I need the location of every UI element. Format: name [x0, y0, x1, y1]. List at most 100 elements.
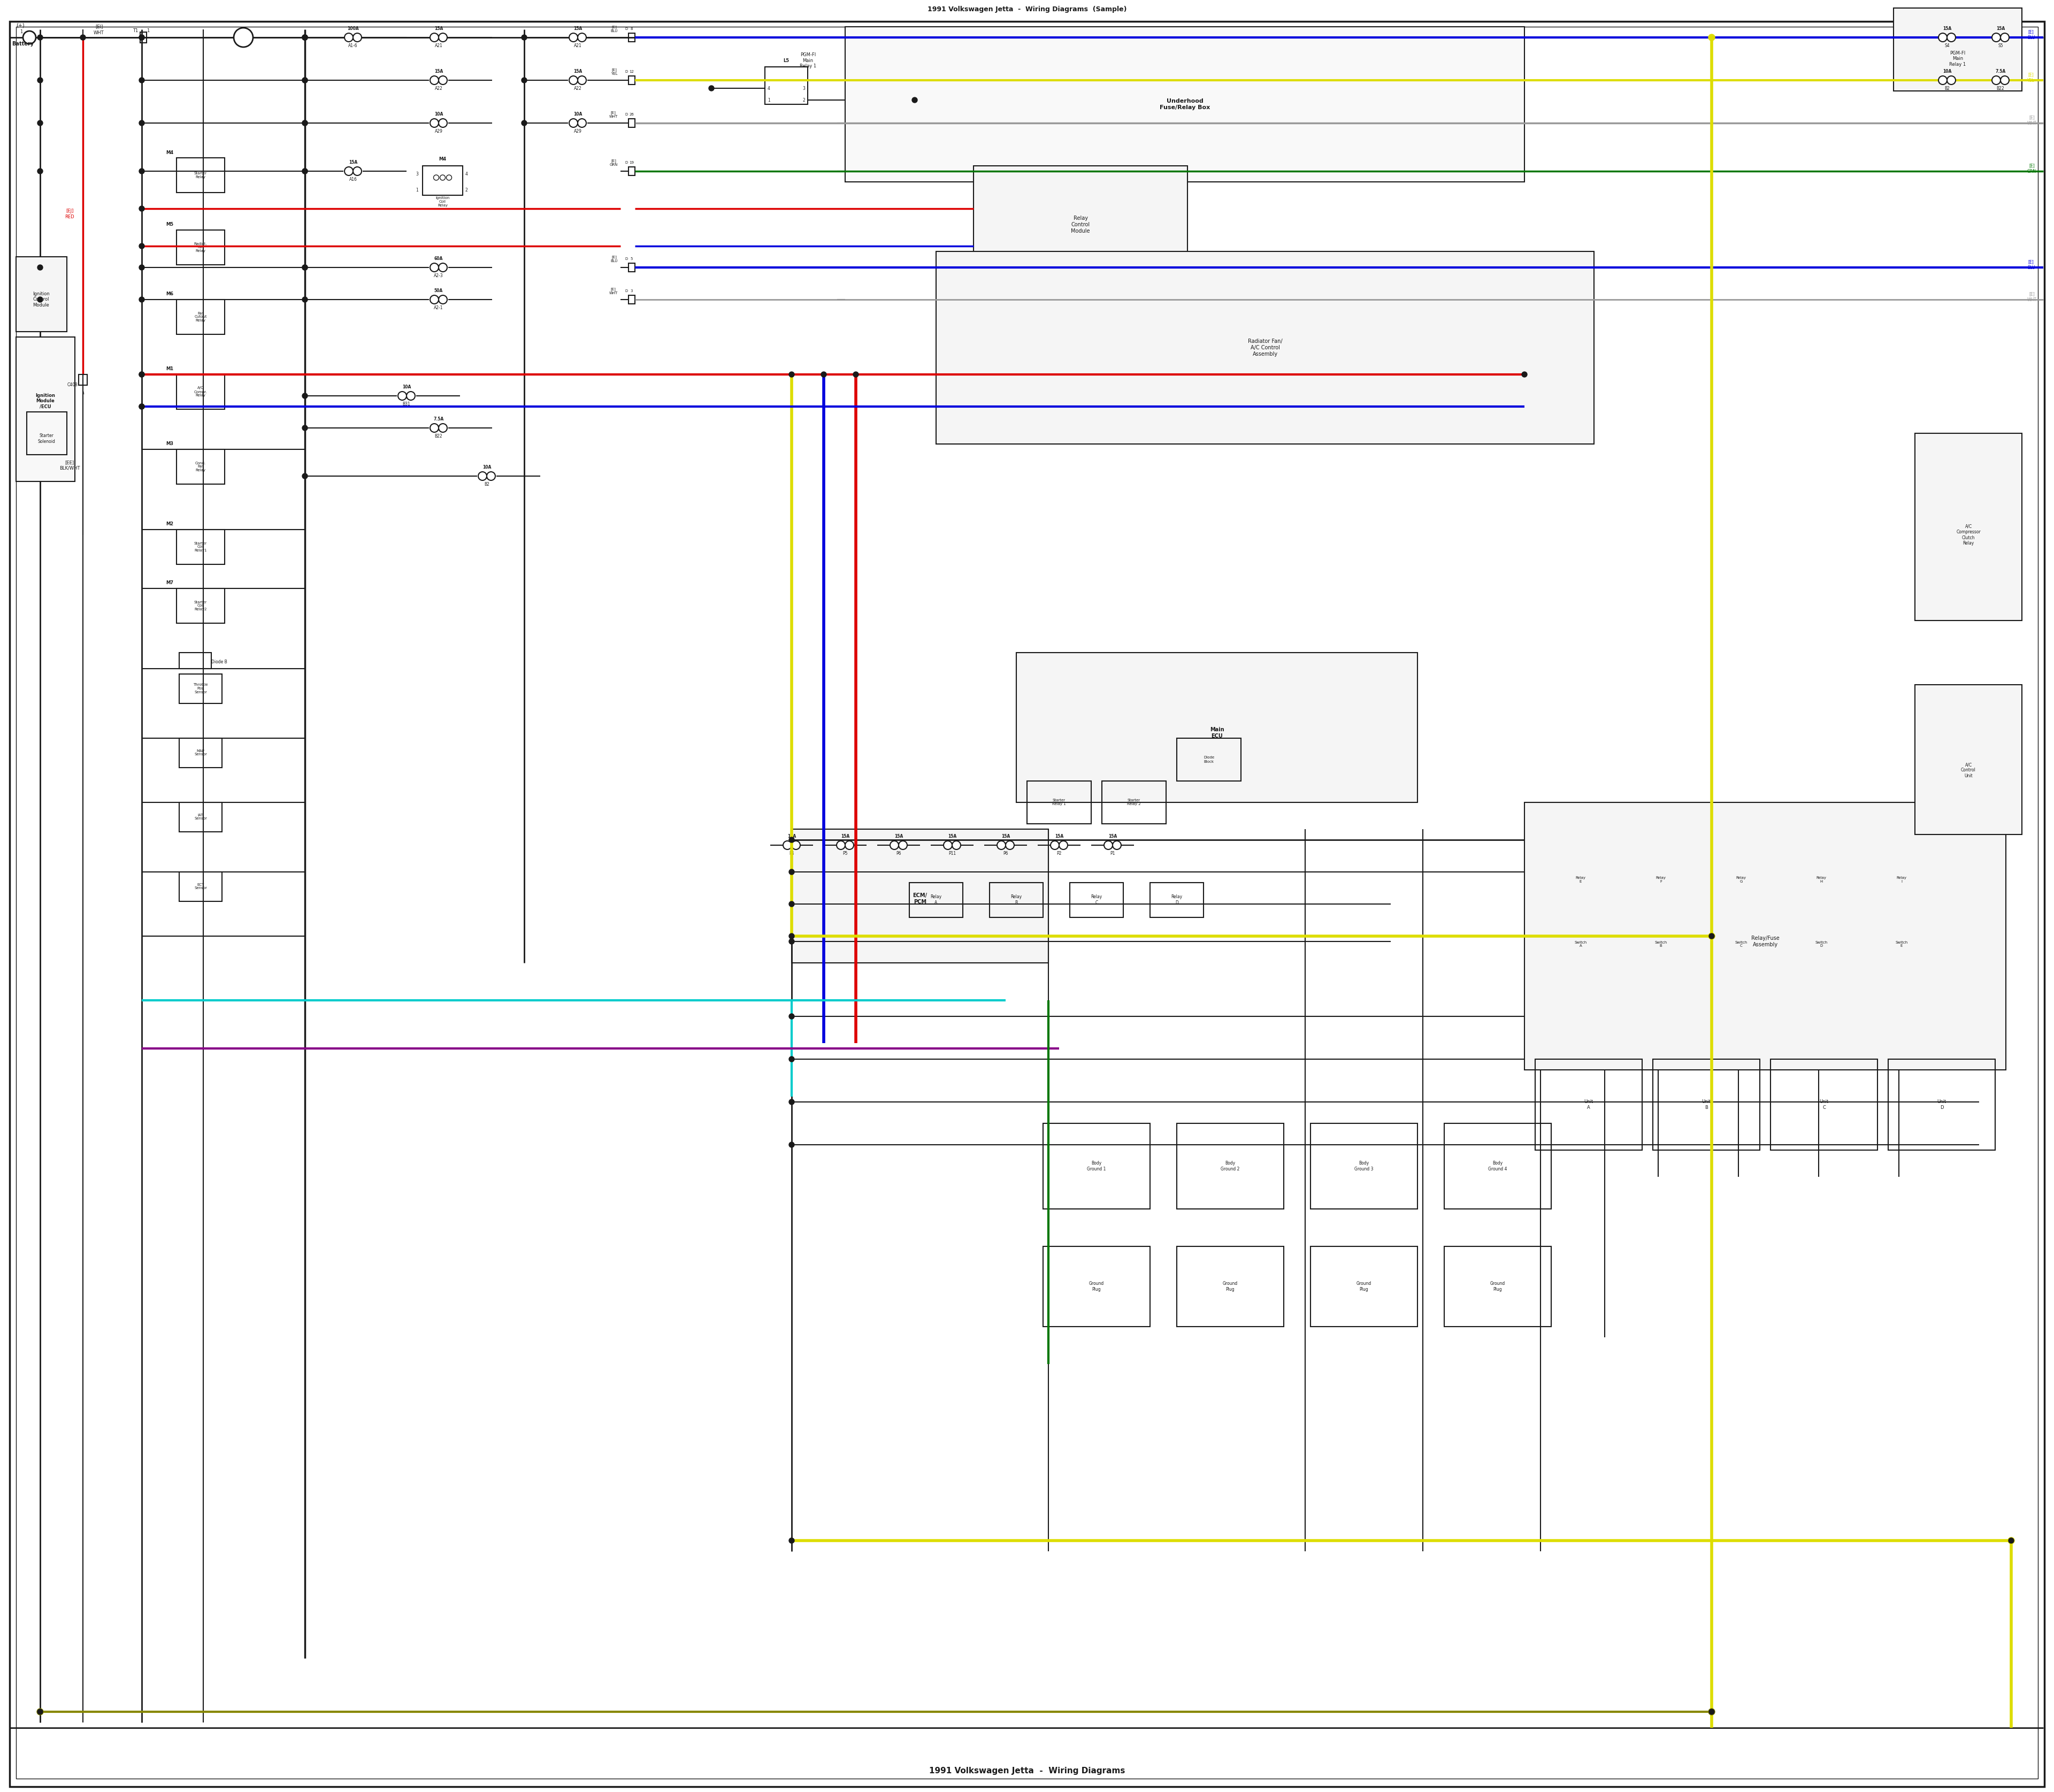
Circle shape [440, 118, 448, 127]
Text: Radiator Fan/
A/C Control
Assembly: Radiator Fan/ A/C Control Assembly [1247, 339, 1282, 357]
Bar [1771, 1059, 1877, 1150]
Circle shape [1992, 34, 2001, 41]
Bar [629, 167, 635, 176]
Bar [177, 530, 224, 564]
Bar [1177, 1247, 1284, 1326]
Text: 1991 Volkswagen Jetta  -  Wiring Diagrams  (Sample): 1991 Volkswagen Jetta - Wiring Diagrams … [926, 5, 1128, 13]
Text: M2: M2 [166, 521, 173, 527]
Bar [78, 375, 86, 385]
Text: Ground
Plug: Ground Plug [1089, 1281, 1105, 1292]
Text: S4: S4 [1945, 43, 1949, 48]
Circle shape [37, 297, 43, 303]
Circle shape [789, 371, 795, 376]
Bar [177, 375, 224, 409]
Circle shape [80, 34, 86, 39]
Bar [629, 118, 635, 127]
Text: 1: 1 [21, 30, 23, 34]
Bar [1444, 1247, 1551, 1326]
Text: [E]
WHT: [E] WHT [610, 287, 618, 294]
Text: A1-6: A1-6 [349, 43, 357, 48]
Circle shape [140, 371, 144, 376]
Circle shape [23, 30, 35, 43]
Text: 2: 2 [466, 188, 468, 192]
Circle shape [302, 34, 308, 39]
Circle shape [302, 120, 308, 125]
Text: 15A: 15A [349, 159, 357, 165]
Text: 26: 26 [629, 113, 635, 116]
Bar [1871, 862, 1931, 898]
Circle shape [479, 471, 487, 480]
Bar [179, 873, 222, 901]
Circle shape [996, 840, 1006, 849]
Text: P2: P2 [1056, 851, 1062, 857]
Bar [1711, 925, 1771, 962]
Circle shape [900, 840, 908, 849]
Text: A/C
Compr.
Relay: A/C Compr. Relay [193, 387, 207, 398]
Circle shape [433, 176, 440, 181]
Bar [629, 75, 635, 84]
Text: Cond.
Fan
Relay: Cond. Fan Relay [195, 461, 205, 471]
Text: ECM/
PCM: ECM/ PCM [912, 892, 926, 905]
Bar [791, 830, 1048, 962]
Bar [177, 450, 224, 484]
Circle shape [789, 934, 795, 939]
Text: [E]
BLU: [E] BLU [610, 25, 618, 32]
Text: P6: P6 [896, 851, 902, 857]
Text: 10A: 10A [433, 113, 444, 116]
Circle shape [783, 840, 791, 849]
Bar [179, 674, 222, 704]
Circle shape [789, 1014, 795, 1020]
Text: 15A: 15A [787, 835, 797, 839]
Circle shape [345, 34, 353, 41]
Text: Switch
A: Switch A [1575, 941, 1588, 948]
Text: P4: P4 [789, 851, 795, 857]
Bar [1310, 1124, 1417, 1210]
Circle shape [852, 371, 859, 376]
Circle shape [353, 34, 362, 41]
Circle shape [1006, 840, 1015, 849]
Circle shape [2001, 75, 2009, 84]
Circle shape [429, 296, 440, 305]
Text: 15A: 15A [1109, 835, 1117, 839]
Circle shape [1050, 840, 1060, 849]
Bar [16, 337, 74, 482]
Text: D: D [624, 161, 629, 165]
Text: [E]
GRN: [E] GRN [610, 159, 618, 167]
Circle shape [302, 265, 308, 271]
Circle shape [844, 840, 854, 849]
Text: M6: M6 [166, 292, 173, 297]
Text: [E]
YEL: [E] YEL [2027, 72, 2036, 82]
Text: 7.5A: 7.5A [433, 418, 444, 421]
Text: 15A: 15A [893, 835, 904, 839]
Bar [1177, 738, 1241, 781]
Text: Relay
A: Relay A [930, 894, 941, 905]
Circle shape [1709, 934, 1715, 939]
Text: P1: P1 [1109, 851, 1115, 857]
Text: Starter
Relay: Starter Relay [195, 172, 207, 179]
Text: A21: A21 [573, 43, 581, 48]
Circle shape [234, 29, 253, 47]
Text: A22: A22 [573, 86, 581, 91]
Text: Relay
E: Relay E [1575, 876, 1586, 883]
Text: Fan
Cutout
Relay: Fan Cutout Relay [195, 312, 207, 323]
Text: Relay
B: Relay B [1011, 894, 1023, 905]
Text: [EE]
BLK/WHT: [EE] BLK/WHT [60, 461, 80, 471]
Bar [1017, 652, 1417, 803]
Text: A16: A16 [349, 177, 357, 183]
Text: Unit
D: Unit D [1937, 1100, 1947, 1109]
Text: Starter
Coil
Relay1: Starter Coil Relay1 [195, 541, 207, 552]
Text: S5: S5 [1999, 43, 2003, 48]
Circle shape [302, 77, 308, 82]
Text: 15A: 15A [840, 835, 850, 839]
Circle shape [1947, 34, 1955, 41]
Text: Relay
D: Relay D [1171, 894, 1183, 905]
Text: 15A: 15A [1056, 835, 1064, 839]
Circle shape [789, 837, 795, 842]
Bar [177, 229, 224, 265]
Circle shape [302, 168, 308, 174]
Text: D: D [624, 70, 629, 73]
Circle shape [140, 34, 144, 39]
Text: [E]
WHT: [E] WHT [2027, 115, 2038, 125]
Circle shape [429, 118, 440, 127]
Circle shape [789, 1057, 795, 1063]
